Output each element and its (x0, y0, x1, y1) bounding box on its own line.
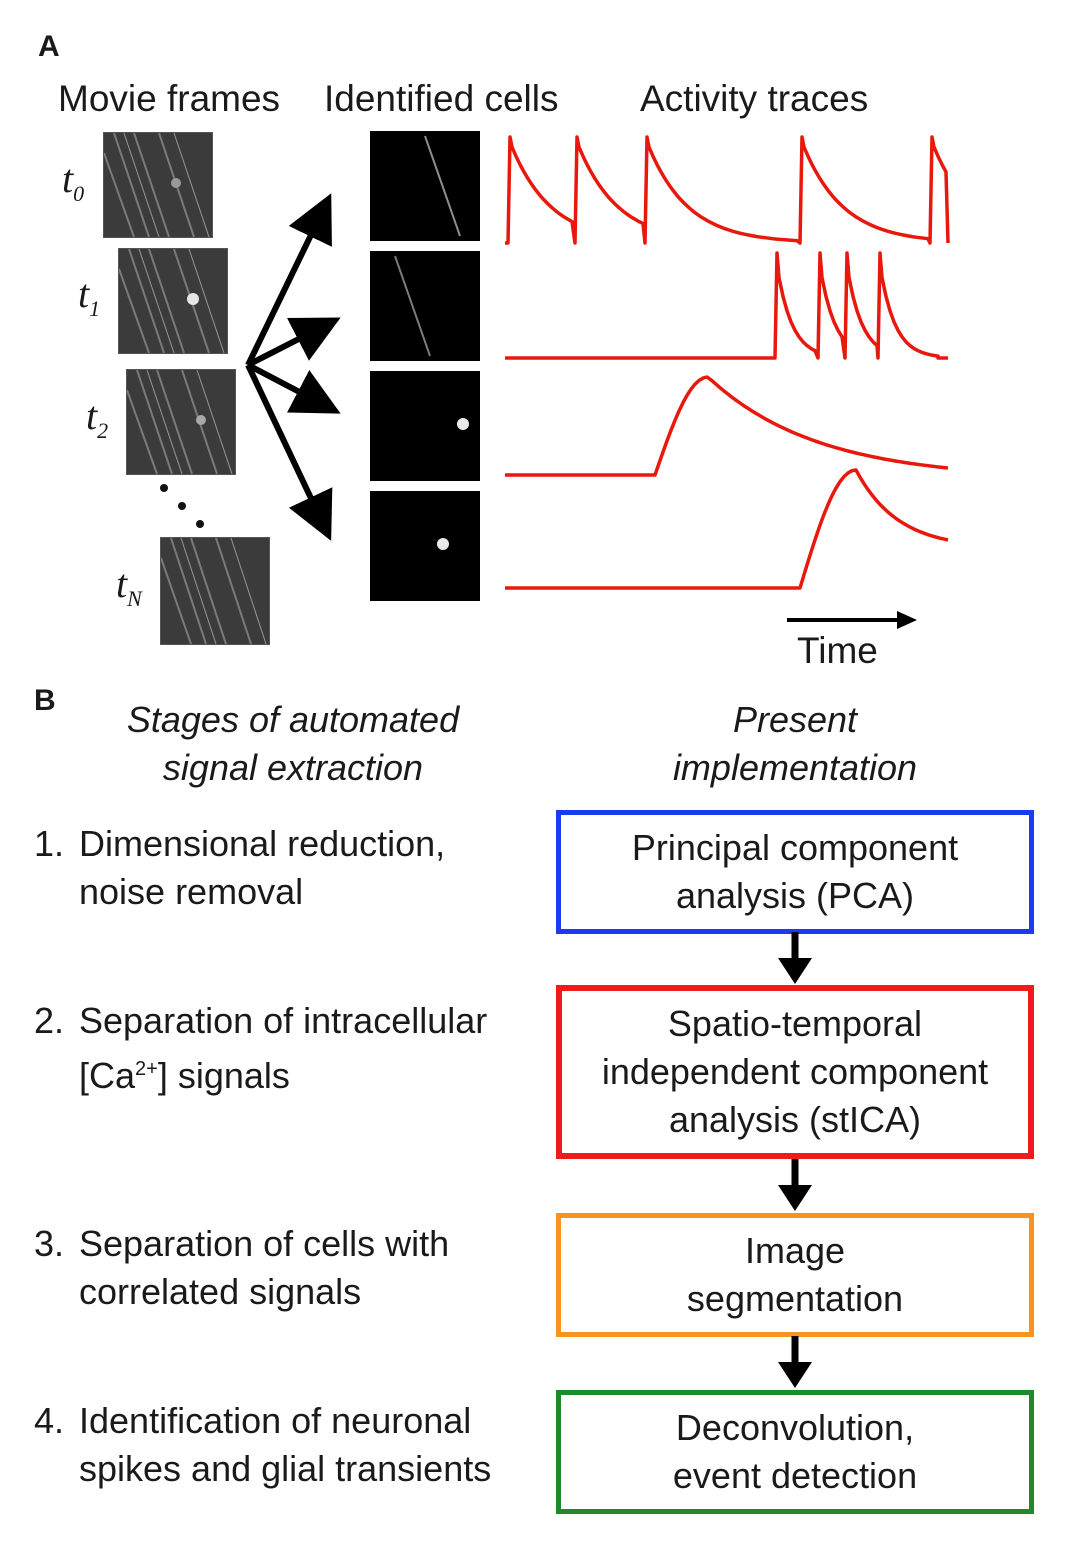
ellipsis-dot-3 (196, 520, 204, 528)
stage-3: 3. Separation of cells with correlated si… (34, 1223, 450, 1312)
ellipsis-dot-2 (178, 502, 186, 510)
trace-cell-4 (505, 468, 949, 590)
time-axis-label: Time (797, 630, 878, 671)
panel-b-label: B (34, 684, 56, 717)
identified-cells-header: Identified cells (324, 78, 559, 119)
stage-1: 1. Dimensional reduction, noise removal (34, 823, 446, 912)
arrow-stica-to-segmentation (778, 1159, 812, 1211)
pca-box: Principal component analysis (PCA) (556, 810, 1034, 934)
identified-cell-1 (370, 131, 480, 241)
trace-cell-2 (505, 251, 948, 360)
identified-cell-4 (370, 491, 480, 601)
time-label-tn: tN (116, 561, 142, 611)
fan-arrows (245, 193, 341, 541)
ellipsis-dot-1 (160, 484, 168, 492)
trace-cell-1 (505, 135, 950, 245)
activity-traces-header: Activity traces (640, 78, 869, 119)
arrow-pca-to-stica (778, 932, 812, 984)
time-label-t1: t1 (78, 271, 101, 321)
stages-header: Stages of automated signal extraction (126, 699, 460, 788)
arrow-segmentation-to-deconvolution (778, 1336, 812, 1388)
time-label-t0: t0 (62, 156, 85, 206)
movie-frame-t0 (103, 132, 213, 238)
movie-frame-tn (160, 537, 270, 645)
stage-4: 4. Identification of neuronal spikes and … (34, 1400, 492, 1489)
movie-frames-header: Movie frames (58, 78, 281, 119)
segmentation-box: Image segmentation (556, 1213, 1034, 1337)
trace-cell-3 (505, 375, 949, 477)
deconvolution-box: Deconvolution, event detection (556, 1390, 1034, 1514)
panel-a-label: A (38, 30, 60, 63)
stica-box: Spatio-temporal independent component anal… (556, 985, 1034, 1159)
movie-frame-t1 (118, 248, 228, 354)
time-arrow (787, 611, 917, 629)
activity-traces-plot (505, 135, 950, 590)
stage-2: 2. Separation of intracellular [Ca2+] sig… (34, 1000, 488, 1096)
implementation-header: Present implementation (672, 699, 918, 788)
identified-cell-3 (370, 371, 480, 481)
identified-cell-2 (370, 251, 480, 361)
time-label-t2: t2 (86, 393, 109, 443)
movie-frame-t2 (126, 369, 236, 475)
